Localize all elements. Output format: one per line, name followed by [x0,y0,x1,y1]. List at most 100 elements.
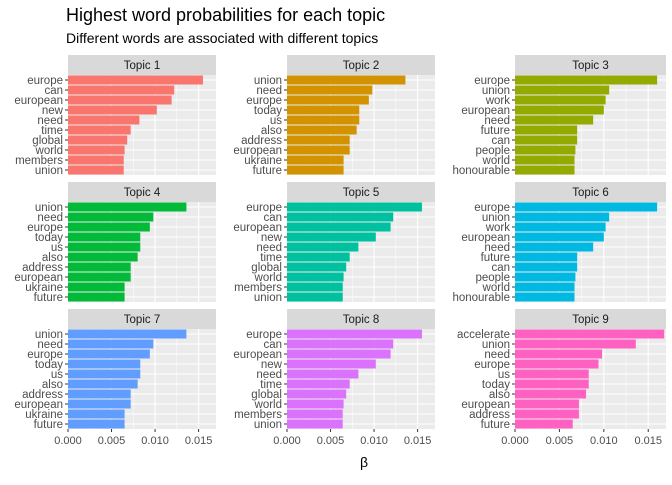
y-tick-label: need [484,349,510,361]
y-tick-label: honourable [452,292,510,304]
y-tick-label: members [234,409,282,421]
bar [287,85,373,95]
bar [287,145,350,155]
bar [68,75,203,85]
y-tick-label: union [35,165,63,177]
y-tick-label: new [261,232,283,244]
bar [515,135,578,145]
bar [68,105,157,115]
y-tick-label: european [14,399,63,411]
bar [68,115,140,125]
y-tick-label: global [251,389,282,401]
y-tick-label: address [22,389,63,401]
bar [68,165,124,175]
bar [68,212,154,222]
y-tick-label: future [481,419,510,431]
x-tick-label: 0.015 [404,435,432,447]
bar [515,292,575,302]
bar [287,409,343,419]
bar [515,105,604,115]
bar [287,262,347,272]
y-tick-label: european [233,349,282,361]
facet-panel: Topic 5 europecaneuropeannewneedtimegloba… [233,182,435,304]
facet-panels: Topic 1europecaneuropeannewneedtimegloba… [14,55,666,447]
y-tick-label: need [37,212,63,224]
facet-strip [515,182,666,202]
bar [515,329,665,339]
bar [287,399,344,409]
bar [68,389,131,399]
bar [515,272,576,282]
y-tick-label: time [41,125,63,137]
y-tick-label: us [51,242,63,254]
bar [287,222,391,232]
bar [287,165,344,175]
bar [515,282,575,292]
y-tick-label: new [261,359,283,371]
bar [287,232,376,242]
x-tick-label: 0.000 [501,435,529,447]
y-tick-label: europe [474,75,510,87]
y-tick-label: union [254,292,282,304]
facet-strip-label: Topic 1 [124,60,160,72]
x-tick-label: 0.010 [141,435,169,447]
y-tick-label: world [254,399,282,411]
bar [68,379,138,389]
bar [287,155,344,165]
bar [287,389,347,399]
y-tick-label: future [34,292,63,304]
y-tick-label: world [482,155,510,167]
facet-strip-label: Topic 9 [572,314,608,326]
y-tick-label: also [42,252,63,264]
bar [515,349,603,359]
bar [287,95,369,105]
bar [287,75,406,85]
y-tick-label: us [270,115,282,127]
x-tick-label: 0.005 [98,435,126,447]
bar [287,272,344,282]
x-tick-label: 0.000 [54,435,82,447]
bar [68,339,154,349]
bar [68,125,131,135]
y-tick-label: european [233,222,282,234]
y-tick-label: union [35,329,63,341]
bar [68,252,138,262]
bar [287,242,359,252]
y-tick-label: european [461,399,510,411]
y-tick-label: europe [27,349,63,361]
x-tick-label: 0.010 [590,435,618,447]
y-tick-label: honourable [452,165,510,177]
facet-panel: Topic 3 europeunionworkeuropeanneedfuture… [452,55,666,177]
bar [515,115,594,125]
bar [68,155,124,165]
facet-panel: Topic 4 unionneedeuropetodayusalsoaddress… [14,182,216,304]
bar [68,292,125,302]
y-tick-label: global [32,135,63,147]
bar [68,272,131,282]
y-tick-label: time [260,379,282,391]
y-tick-label: ukraine [25,282,63,294]
facet-panel: Topic 8 europecaneuropeannewneedtimegloba… [233,309,435,447]
bar [515,399,579,409]
facet-strip-label: Topic 7 [124,314,160,326]
y-tick-label: members [15,155,63,167]
facet-strip [287,309,435,329]
y-tick-label: union [254,75,282,87]
bar [515,262,578,272]
y-tick-label: european [461,105,510,117]
y-tick-label: time [260,252,282,264]
y-tick-label: europe [474,359,510,371]
bar [515,155,575,165]
bar [287,369,359,379]
y-tick-label: need [37,115,63,127]
bar [68,262,131,272]
y-tick-label: need [484,242,510,254]
y-tick-label: european [461,232,510,244]
y-tick-label: europe [27,75,63,87]
bar [68,232,141,242]
facet-strip-label: Topic 5 [343,187,379,199]
y-tick-label: need [484,115,510,127]
bar [68,409,125,419]
facet-strip-label: Topic 6 [572,187,608,199]
y-tick-label: european [14,95,63,107]
